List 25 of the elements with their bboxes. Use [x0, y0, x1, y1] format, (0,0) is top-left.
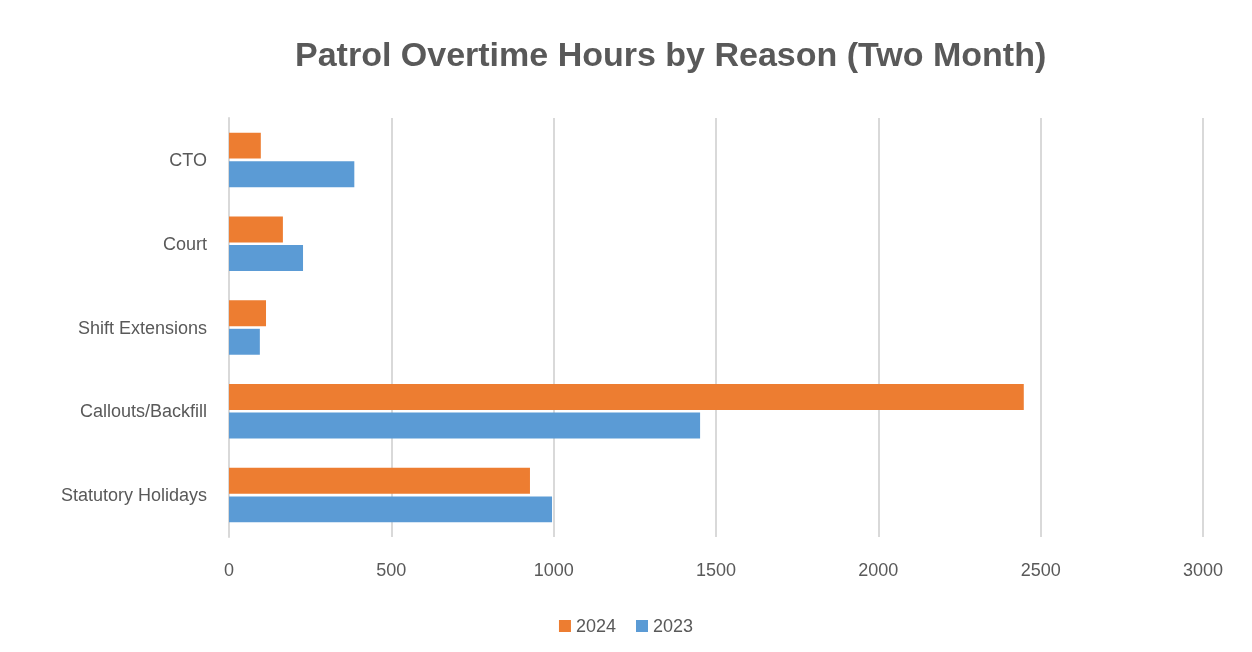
legend-label: 2024: [575, 616, 616, 636]
bar: [229, 216, 283, 243]
y-tick-label: Statutory Holidays: [60, 485, 207, 506]
chart-title: Patrol Overtime Hours by Reason (Two Month): [295, 35, 1047, 73]
bar: [229, 467, 530, 494]
y-tick-label: Shift Extensions: [77, 317, 207, 338]
y-tick-label: Callouts/Backfill: [79, 401, 207, 422]
bar: [229, 496, 553, 523]
bar: [229, 384, 1024, 410]
y-tick-label: Court: [162, 233, 207, 254]
y-tick-label: CTO: [169, 149, 207, 170]
x-tick-label: 0: [223, 560, 235, 580]
legend-label: 2023: [653, 616, 694, 636]
x-tick-label: 1500: [695, 560, 737, 580]
bar: [229, 161, 355, 188]
bar: [229, 412, 701, 439]
bar: [229, 245, 304, 271]
bar: [229, 328, 260, 355]
x-tick-label: 1000: [533, 560, 574, 580]
bar: [229, 132, 261, 159]
x-tick-label: 2000: [858, 560, 899, 580]
x-tick-label: 3000: [1182, 560, 1224, 580]
x-tick-label: 2500: [1020, 560, 1061, 580]
bar: [229, 300, 267, 327]
x-tick-label: 500: [376, 560, 407, 580]
